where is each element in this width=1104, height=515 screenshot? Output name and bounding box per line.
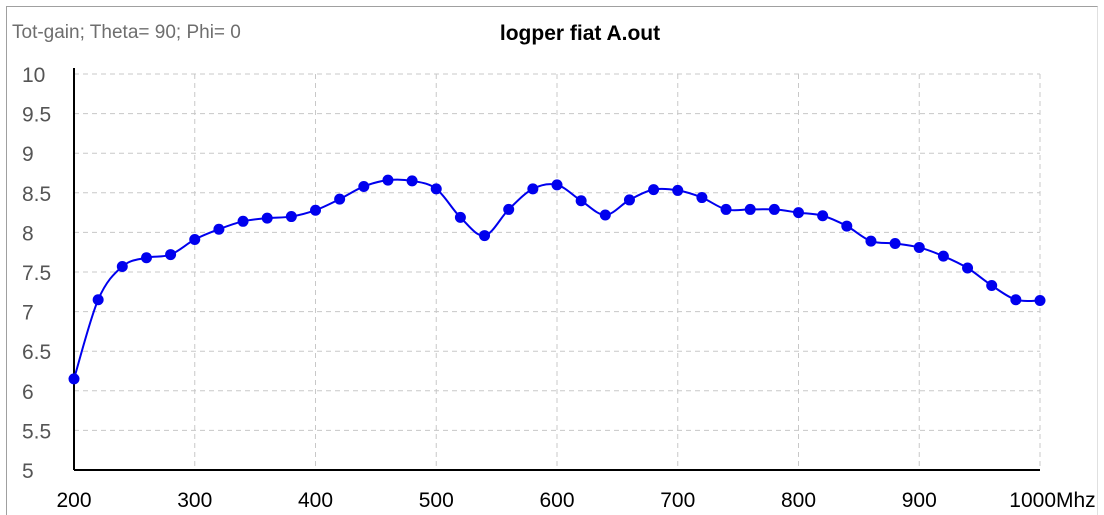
data-point [68,373,80,385]
x-tick-label: 400 [298,489,333,512]
y-tick-label: 5 [22,460,34,483]
data-point [551,179,563,191]
data-point [817,210,829,222]
y-tick-labels: 5 5.5 6 6.5 7 7.5 8 8.5 9 9.5 10 [22,64,51,483]
x-tick-label: 1000 [1009,489,1056,512]
y-tick-label: 9 [22,143,34,166]
x-tick-labels: 200 300 400 500 600 700 800 900 1000 [56,489,1056,512]
data-point [92,294,104,306]
x-axis-unit: Mhz [1056,489,1096,512]
data-point [768,203,780,215]
x-tick-label: 600 [539,489,574,512]
chart-title: logper fiat A.out [500,22,660,45]
x-tick-label: 700 [660,489,695,512]
data-point [503,203,515,215]
data-point [623,194,635,206]
data-point [793,207,804,219]
data-point [116,260,128,272]
data-point [165,249,177,261]
axes [73,68,1040,471]
data-point [213,223,225,235]
x-tick-label: 900 [902,489,937,512]
y-tick-label: 10 [22,64,45,87]
y-tick-label: 6 [22,381,34,404]
y-tick-label: 7 [22,302,34,325]
data-point [986,279,998,291]
series-group [68,174,1046,385]
data-point [334,193,346,205]
data-point [962,262,974,274]
grid-lines [74,73,1041,470]
y-tick-label: 9.5 [22,104,51,127]
data-point [527,183,539,195]
data-point [1010,294,1022,306]
data-point [575,195,587,207]
y-tick-label: 6.5 [22,341,51,364]
data-point [310,204,321,216]
data-point [406,175,418,187]
data-point [140,252,152,264]
data-point [841,220,853,232]
x-tick-label: 500 [419,489,454,512]
x-tick-label: 200 [56,489,91,512]
data-point [720,203,732,215]
data-point [382,174,394,186]
y-tick-label: 5.5 [22,420,51,443]
x-tick-label: 300 [177,489,212,512]
data-point [430,183,442,195]
data-point [479,230,491,242]
y-tick-label: 7.5 [22,262,51,285]
y-tick-label: 8.5 [22,183,51,206]
data-point [237,215,249,227]
data-point [358,180,370,192]
x-tick-label: 800 [781,489,816,512]
data-point [913,241,925,253]
chart-subtitle: Tot-gain; Theta= 90; Phi= 0 [12,22,241,43]
data-point [696,192,708,204]
data-point [1034,295,1046,307]
y-tick-label: 8 [22,222,34,245]
data-point [648,184,660,196]
data-point [599,209,611,221]
data-point [744,203,756,215]
data-point [937,250,949,262]
data-point [261,212,273,224]
data-point [189,234,201,246]
data-point [889,237,901,249]
data-point [285,211,297,223]
data-point [454,211,466,223]
data-point [865,235,877,247]
data-point [672,184,684,196]
